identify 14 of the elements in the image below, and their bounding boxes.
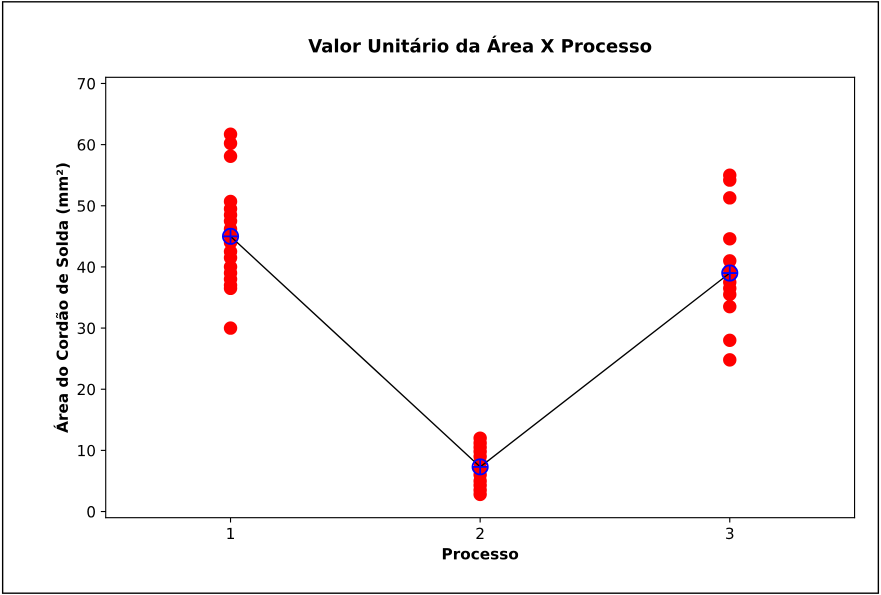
x-axis-title: Processo [442, 548, 518, 560]
y-tick-label: 70 [78, 78, 95, 90]
chart-title: Valor Unitário da Área X Processo [308, 36, 652, 53]
y-tick-label: 60 [78, 139, 95, 151]
x-tick-label: 2 [476, 528, 484, 539]
x-tick-label: 3 [726, 528, 734, 540]
y-tick-label: 20 [78, 384, 95, 396]
y-tick-label: 50 [78, 200, 95, 212]
y-axis-title: Área do Cordão de Solda (mm²) [54, 163, 70, 433]
y-tick-label: 10 [78, 444, 95, 456]
y-tick-label: 0 [87, 506, 95, 518]
x-tick-label: 1 [227, 528, 234, 539]
y-tick-label: 30 [78, 322, 95, 334]
y-tick-label: 40 [77, 261, 95, 273]
